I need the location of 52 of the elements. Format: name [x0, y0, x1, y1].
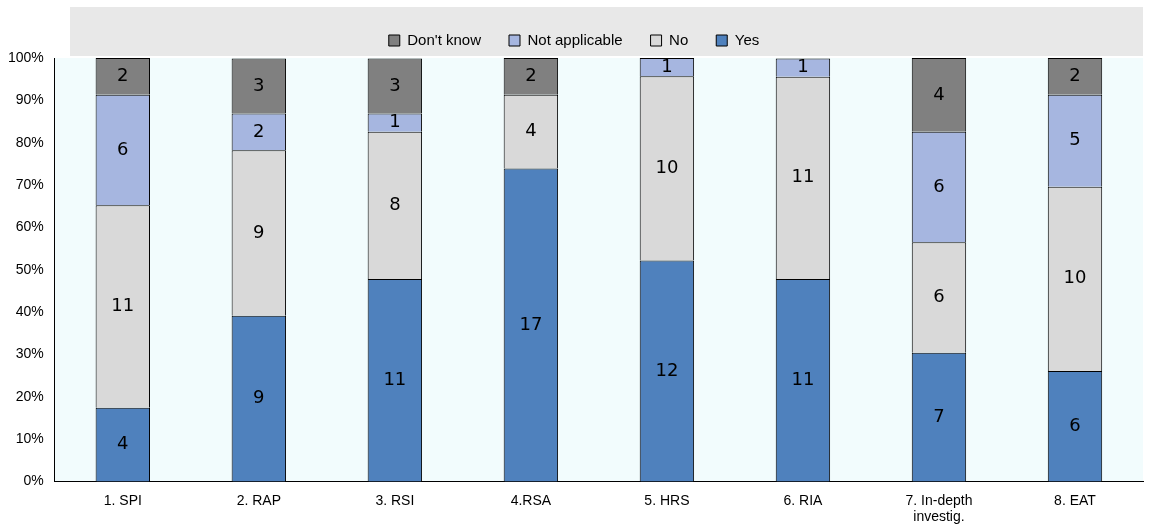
annotation: 4	[933, 82, 945, 104]
annotation: 11	[383, 367, 407, 389]
annotation: 6	[933, 285, 945, 307]
y-tick-label: 20%	[15, 387, 44, 404]
y-tick-label: 90%	[15, 91, 44, 108]
annotation: 1	[389, 110, 401, 132]
annotation: 3	[389, 73, 401, 95]
annotation: 6	[933, 174, 945, 196]
y-tick-label: 0%	[23, 472, 44, 489]
annotation: 4	[117, 432, 129, 454]
x-tick-label: 6. RIA	[783, 491, 824, 508]
annotation: 1	[661, 54, 673, 76]
annotation: 10	[655, 155, 679, 177]
x-tick-label: 2. RAP	[236, 491, 282, 508]
annotation: 9	[253, 220, 265, 242]
legend-label: Yes	[734, 30, 760, 48]
annotation: 12	[655, 358, 679, 380]
annotation: 7	[933, 404, 945, 426]
annotation: 2	[253, 119, 265, 141]
annotation: 6	[117, 137, 129, 159]
x-tick-label: 5. HRS	[644, 491, 690, 508]
y-tick-label: 100%	[7, 48, 44, 65]
x-tick-label: 4.RSA	[510, 491, 552, 508]
annotation: 11	[111, 294, 135, 316]
y-tick-label: 50%	[15, 260, 44, 277]
x-tick-label: 7. In-depth investig.	[905, 491, 973, 525]
x-tick-label: 3. RSI	[375, 491, 415, 508]
legend-label: Not applicable	[527, 30, 623, 48]
y-tick-label: 10%	[15, 429, 44, 446]
annotation: 17	[519, 312, 543, 334]
annotation: 1	[797, 55, 809, 77]
x-tick-label: 1. SPI	[103, 491, 142, 508]
y-tick-label: 30%	[15, 345, 44, 362]
annotation: 2	[1069, 64, 1081, 86]
legend-label: No	[669, 30, 689, 48]
annotation: 5	[1069, 128, 1081, 150]
y-tick-label: 60%	[15, 218, 44, 235]
annotation: 6	[1069, 413, 1081, 435]
annotation: 2	[117, 64, 129, 86]
annotation: 11	[791, 367, 815, 389]
annotation: 10	[1063, 266, 1087, 288]
annotation: 11	[791, 165, 815, 187]
y-tick-label: 70%	[15, 175, 44, 192]
annotation: 4	[525, 119, 537, 141]
x-tick-label: 8. EAT	[1054, 491, 1097, 508]
annotation: 2	[525, 64, 537, 86]
legend-label: Don't know	[407, 30, 482, 48]
annotation: 8	[389, 193, 401, 215]
y-tick-label: 80%	[15, 133, 44, 150]
annotation: 3	[253, 73, 265, 95]
y-tick-label: 40%	[15, 302, 44, 319]
annotation: 9	[253, 386, 265, 408]
